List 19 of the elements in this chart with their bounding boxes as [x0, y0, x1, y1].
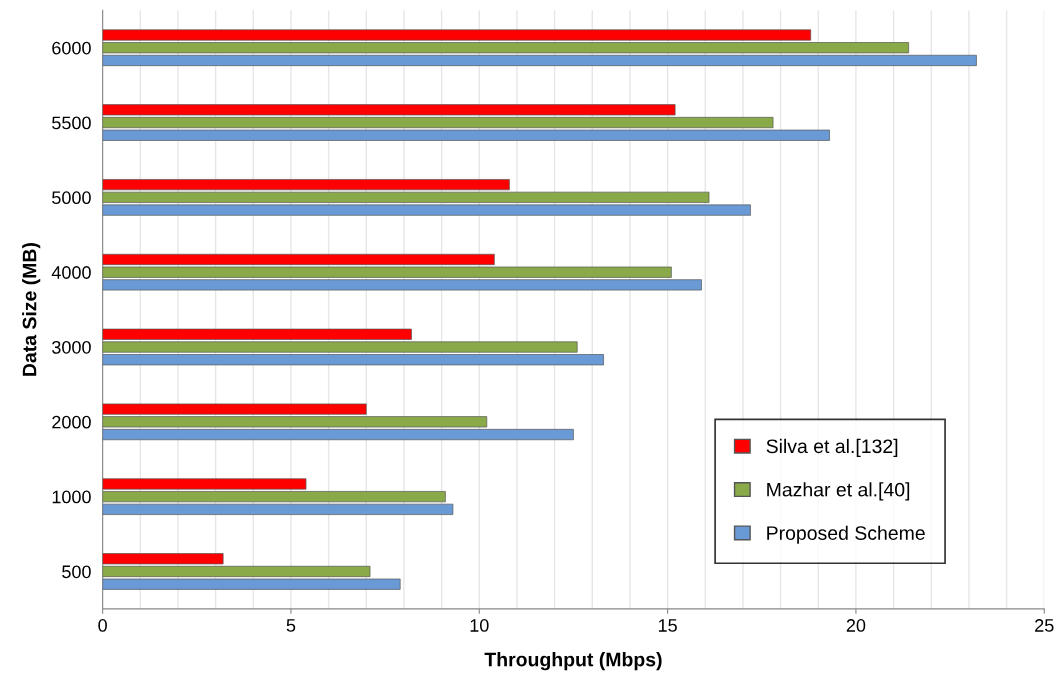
x-tick-label: 10 — [470, 619, 489, 632]
y-tick-label: 500 — [62, 565, 91, 579]
y-tick-label: 6000 — [52, 41, 91, 55]
legend-label: Mazhar et al.[40] — [767, 482, 910, 501]
y-tick-label: 4000 — [51, 266, 91, 279]
x-tick-label: 15 — [658, 619, 677, 632]
x-axis-title: Throughput (Mbps) — [484, 652, 662, 671]
x-tick-label: 0 — [98, 619, 107, 632]
y-tick-label: 1000 — [52, 490, 91, 504]
x-tick-label: 20 — [846, 619, 866, 632]
y-tick-label: 2000 — [52, 415, 91, 429]
x-tick-label: 5 — [286, 619, 296, 632]
y-tick-label: 3000 — [52, 340, 91, 354]
y-tick-label: 5500 — [52, 116, 91, 130]
legend-label: Proposed Scheme — [767, 525, 925, 544]
legend-label: Silva et al.[132] — [766, 438, 898, 457]
x-tick-label: 25 — [1035, 619, 1054, 632]
y-axis-title: Data Size (MB) — [22, 243, 41, 376]
y-tick-label: 5000 — [52, 191, 91, 205]
